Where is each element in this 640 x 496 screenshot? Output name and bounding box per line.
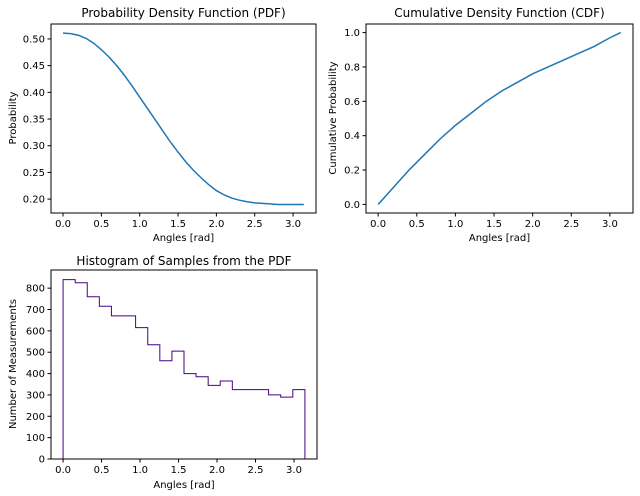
hist-xtick-label: 0.0 [55, 465, 71, 476]
cdf-ytick-label: 0.8 [344, 62, 360, 73]
pdf-ylabel: Probability [8, 91, 19, 144]
pdf-title: Probability Density Function (PDF) [81, 6, 285, 20]
pdf-ytick-label: 0.40 [23, 88, 45, 99]
cdf-title: Cumulative Density Function (CDF) [394, 6, 604, 20]
pdf-ytick-label: 0.25 [23, 168, 45, 179]
cdf-ytick-label: 0.6 [344, 97, 360, 108]
cdf-ytick-label: 0.4 [344, 131, 360, 142]
pdf-xtick-label: 1.5 [170, 219, 186, 230]
hist-ytick-label: 200 [26, 412, 45, 423]
cdf-xtick-label: 2.0 [525, 219, 541, 230]
hist-xlabel: Angles [rad] [153, 480, 214, 491]
hist-ylabel: Number of Measurements [8, 299, 19, 429]
hist-ytick-label: 400 [26, 369, 45, 380]
pdf-xtick-label: 2.0 [208, 219, 224, 230]
pdf-xtick-label: 0.0 [55, 219, 71, 230]
cdf-xtick-label: 1.0 [447, 219, 463, 230]
pdf-ytick-label: 0.50 [23, 34, 45, 45]
cdf-ticks: 0.0 0.5 1.0 1.5 2.0 2.5 3.0 0.0 0.2 0.4 0.6 0.8 1.0 [344, 28, 618, 230]
hist-xtick-label: 2.5 [248, 465, 264, 476]
cdf-axes-frame [365, 23, 634, 214]
pdf-curve [62, 32, 304, 206]
pdf-panel: Probability Density Function (PDF) Angle… [8, 6, 317, 244]
cdf-xtick-label: 1.5 [486, 219, 502, 230]
pdf-axes-frame [50, 23, 317, 214]
hist-ytick-label: 100 [26, 433, 45, 444]
hist-ytick-label: 300 [26, 390, 45, 401]
hist-xtick-label: 0.5 [94, 465, 110, 476]
cdf-panel: Cumulative Density Function (CDF) Angles… [328, 6, 634, 244]
hist-panel: Histogram of Samples from the PDF Angles… [8, 254, 318, 491]
hist-title: Histogram of Samples from the PDF [76, 254, 291, 268]
pdf-ytick-label: 0.45 [23, 61, 45, 72]
hist-xtick-label: 2.0 [209, 465, 225, 476]
hist-ytick-label: 800 [26, 284, 45, 295]
cdf-xtick-label: 2.5 [563, 219, 579, 230]
cdf-xtick-label: 0.5 [409, 219, 425, 230]
cdf-xtick-label: 0.0 [370, 219, 386, 230]
hist-ytick-label: 500 [26, 348, 45, 359]
pdf-ytick-label: 0.35 [23, 115, 45, 126]
cdf-ytick-label: 1.0 [344, 28, 360, 39]
hist-ytick-label: 700 [26, 305, 45, 316]
cdf-xtick-label: 3.0 [602, 219, 618, 230]
hist-ytick-label: 600 [26, 326, 45, 337]
hist-axes-frame [50, 269, 318, 460]
pdf-xtick-label: 1.0 [132, 219, 148, 230]
hist-xtick-label: 3.0 [286, 465, 302, 476]
cdf-ytick-label: 0.0 [344, 200, 360, 211]
pdf-ticks: 0.0 0.5 1.0 1.5 2.0 2.5 3.0 0.20 0.25 0.30 0.35 0.4… [23, 34, 301, 230]
pdf-xtick-label: 3.0 [285, 219, 301, 230]
hist-ticks: 0.0 0.5 1.0 1.5 2.0 2.5 3.0 0 100 200 300 400 500 600… [26, 284, 302, 476]
pdf-xlabel: Angles [rad] [153, 233, 214, 244]
hist-xtick-label: 1.0 [132, 465, 148, 476]
hist-xtick-label: 1.5 [171, 465, 187, 476]
pdf-xtick-label: 2.5 [247, 219, 263, 230]
pdf-ytick-label: 0.20 [23, 195, 45, 206]
pdf-xtick-label: 0.5 [93, 219, 109, 230]
pdf-ytick-label: 0.30 [23, 141, 45, 152]
hist-steps [62, 279, 306, 459]
cdf-ytick-label: 0.2 [344, 166, 360, 177]
cdf-ylabel: Cumulative Probability [328, 61, 339, 174]
cdf-xlabel: Angles [rad] [469, 233, 530, 244]
hist-ytick-label: 0 [39, 455, 45, 466]
cdf-curve [377, 31, 622, 205]
